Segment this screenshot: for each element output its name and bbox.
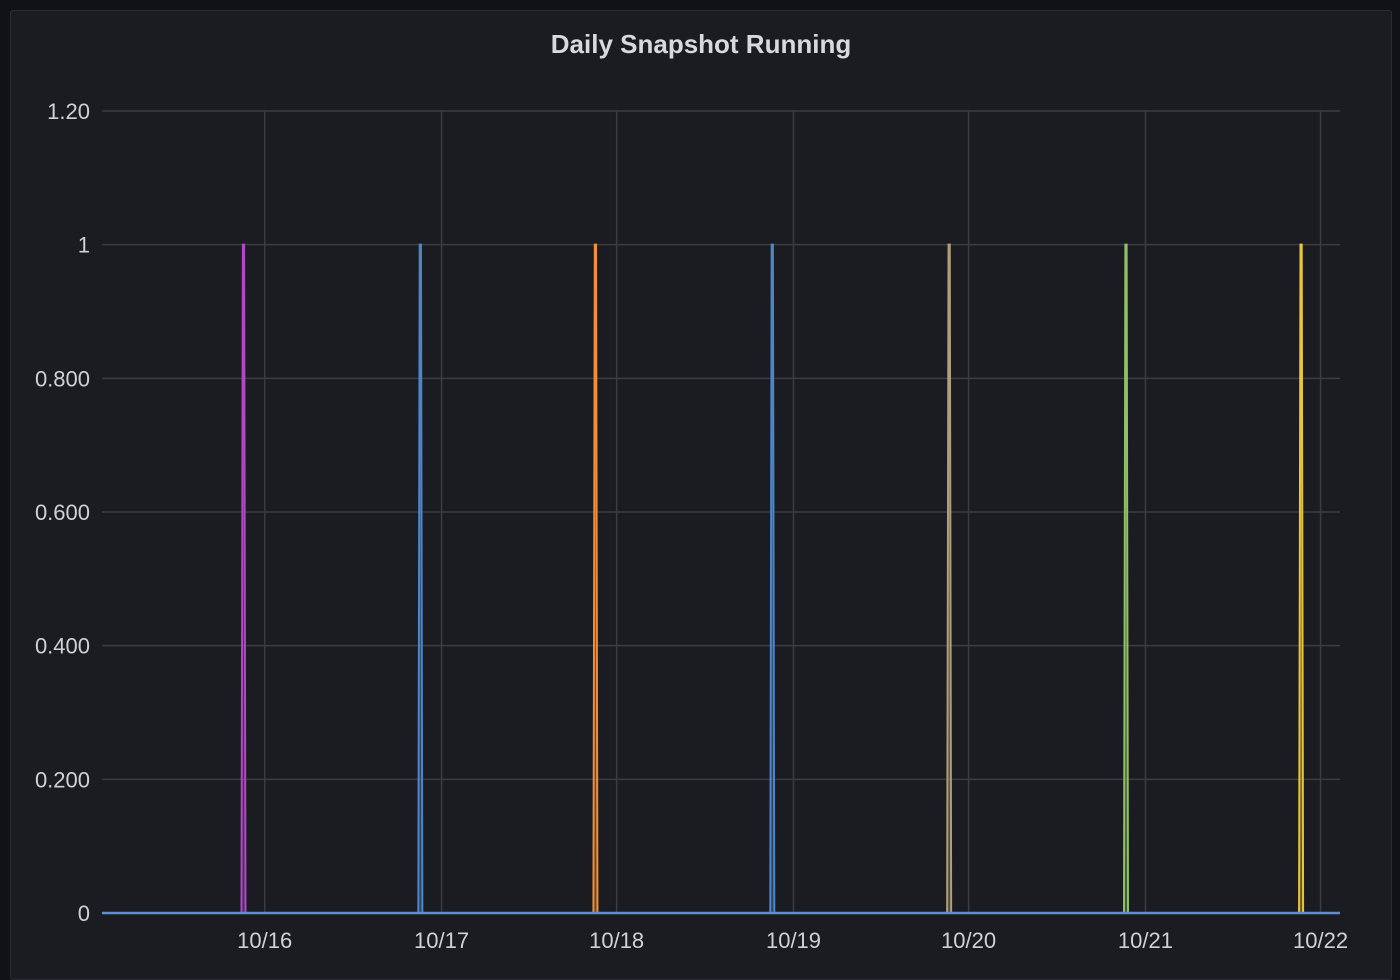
y-tick-label: 0.200	[35, 767, 90, 792]
series-spike	[946, 243, 953, 914]
y-tick-label: 0.800	[35, 366, 90, 391]
x-tick-label: 10/17	[414, 928, 469, 953]
x-tick-label: 10/22	[1293, 928, 1348, 953]
y-tick-label: 0.600	[35, 500, 90, 525]
x-tick-label: 10/21	[1118, 928, 1173, 953]
y-tick-label: 0	[78, 901, 90, 926]
x-tick-label: 10/16	[237, 928, 292, 953]
x-tick-label: 10/19	[766, 928, 821, 953]
y-tick-label: 1.20	[47, 99, 90, 124]
series-lines	[102, 243, 1340, 915]
series-spike	[592, 243, 599, 914]
series-spike	[1123, 243, 1130, 914]
x-tick-label: 10/18	[589, 928, 644, 953]
grid-lines	[102, 110, 1340, 913]
chart-title: Daily Snapshot Running	[550, 29, 852, 59]
y-axis-ticks: 0 0.200 0.400 0.600 0.800 1 1.20	[35, 99, 90, 926]
series-spike	[240, 243, 247, 914]
x-axis-ticks: 10/16 10/17 10/18 10/19 10/20 10/21 10/22	[237, 928, 1348, 953]
x-tick-label: 10/20	[941, 928, 996, 953]
y-tick-label: 1	[78, 233, 90, 258]
y-tick-label: 0.400	[35, 634, 90, 659]
series-spike	[417, 243, 424, 914]
series-spike	[769, 243, 776, 914]
series-spike	[1298, 243, 1305, 914]
chart-panel: Daily Snapshot Running	[10, 10, 1392, 980]
